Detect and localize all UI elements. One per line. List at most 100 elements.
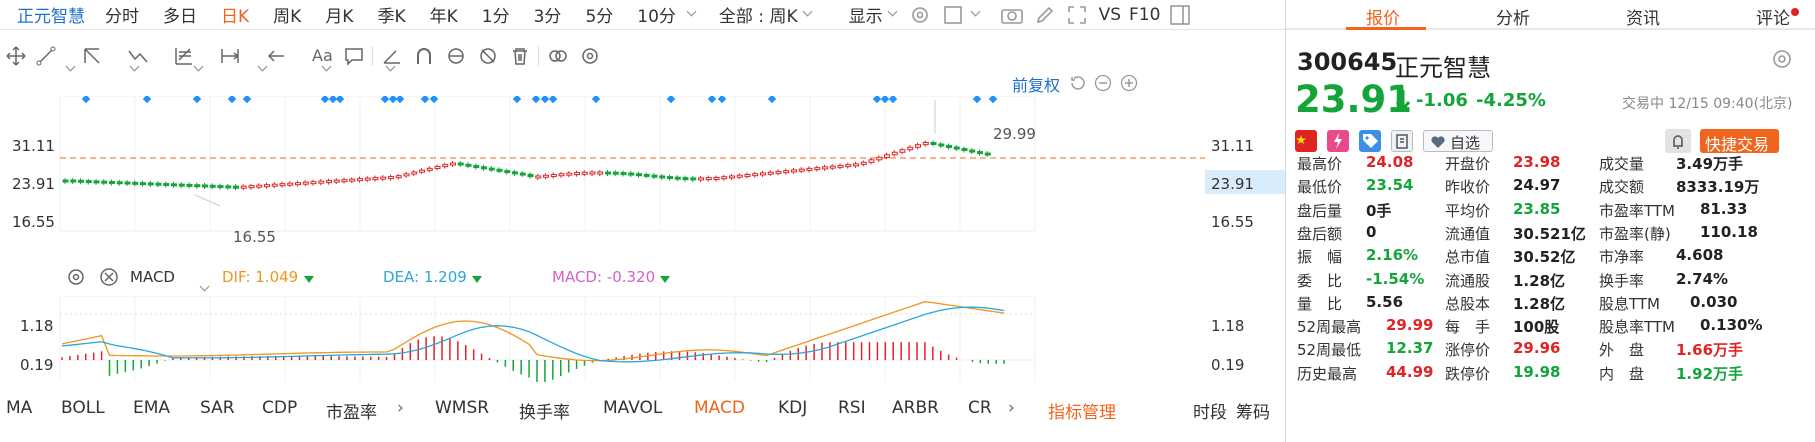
sidebar-toggle-icon[interactable] — [1170, 4, 1191, 25]
pencil-icon[interactable] — [1035, 5, 1055, 25]
candle — [473, 165, 480, 169]
fullscreen-icon[interactable] — [1067, 5, 1087, 25]
stock-name-tab[interactable]: 正元智慧 — [17, 7, 85, 27]
chevron-down-icon[interactable] — [887, 6, 898, 17]
dif-line — [61, 301, 1005, 362]
move-icon[interactable] — [6, 46, 26, 66]
tab-quote[interactable]: 报价 — [1366, 9, 1400, 29]
period-tab[interactable]: 10分 — [637, 7, 676, 27]
period-tab[interactable]: 多日 — [163, 7, 197, 27]
text-tool[interactable]: Aa — [312, 46, 333, 65]
indicator-tab[interactable]: BOLL — [61, 398, 105, 418]
tab-comments[interactable]: 评论 — [1756, 9, 1790, 29]
indicator-tab[interactable]: SAR — [200, 398, 235, 418]
period-tab[interactable]: 3分 — [533, 7, 562, 27]
indicator-manage[interactable]: 指标管理 — [1048, 403, 1116, 423]
chevron-right-icon[interactable]: › — [1008, 398, 1015, 418]
stat-label: 历史最高 — [1297, 364, 1358, 383]
indicator-tab[interactable]: ARBR — [892, 398, 939, 418]
reset-icon[interactable] — [1068, 74, 1086, 92]
indicator-tab[interactable]: EMA — [133, 398, 171, 418]
display-menu[interactable]: 显示 — [848, 7, 883, 27]
period-tab[interactable]: 分时 — [105, 7, 139, 27]
wave-tool-icon[interactable] — [128, 46, 148, 66]
tab-analysis[interactable]: 分析 — [1496, 9, 1530, 29]
indicator-tab[interactable]: MAVOL — [603, 398, 663, 418]
vs-button[interactable]: VS — [1098, 4, 1122, 25]
candle — [636, 173, 642, 177]
channel-tool-icon[interactable] — [82, 46, 102, 66]
angle-tool-icon[interactable] — [382, 46, 402, 66]
event-marker — [512, 96, 522, 104]
line-tool-icon[interactable] — [36, 46, 56, 66]
adjust-mode-button[interactable]: 前复权 — [1012, 76, 1061, 95]
period-segment-tab[interactable]: 时段 — [1193, 403, 1227, 423]
period-tab-active[interactable]: 日K — [221, 7, 250, 27]
period-tab[interactable]: 1分 — [481, 7, 510, 27]
camera-icon[interactable] — [1000, 5, 1023, 25]
kline-chart[interactable] — [0, 96, 1285, 236]
chevron-down-icon[interactable] — [686, 6, 697, 17]
range-tool-icon[interactable] — [220, 46, 240, 66]
hot-icon[interactable] — [1327, 130, 1349, 152]
indicator-tab[interactable]: 换手率 — [519, 403, 570, 423]
stat-value: 23.85 — [1513, 199, 1561, 218]
zoom-out-icon[interactable] — [1094, 74, 1112, 92]
candle — [194, 184, 201, 188]
period-tab[interactable]: 年K — [429, 7, 458, 27]
hide-icon[interactable] — [478, 46, 498, 66]
stat-label: 每 手 — [1445, 318, 1491, 337]
tab-news[interactable]: 资讯 — [1626, 9, 1660, 29]
indicator-tab[interactable]: CDP — [262, 398, 298, 418]
compare-icon[interactable] — [548, 46, 568, 66]
stat-label: 外 盘 — [1599, 341, 1645, 360]
period-tab[interactable]: 季K — [377, 7, 406, 27]
indicator-tab[interactable]: KDJ — [778, 398, 808, 418]
zoom-in-icon[interactable] — [1120, 74, 1138, 92]
candle — [860, 161, 867, 165]
gear-icon[interactable] — [1771, 48, 1793, 70]
arrow-tool-icon[interactable] — [266, 46, 286, 66]
chevron-down-icon[interactable] — [199, 281, 210, 292]
gear-icon[interactable] — [910, 5, 930, 25]
chevron-down-icon[interactable] — [802, 6, 813, 17]
indicator-tab[interactable]: MA — [6, 398, 33, 418]
dea-value: DEA: 1.209 — [383, 268, 467, 286]
period-tab[interactable]: 5分 — [585, 7, 614, 27]
sync-icon[interactable] — [446, 46, 466, 66]
chevron-down-icon[interactable] — [65, 61, 76, 72]
candle — [380, 176, 387, 180]
candle — [256, 184, 263, 188]
comment-icon[interactable] — [344, 46, 364, 66]
macd-chart[interactable] — [0, 296, 1285, 382]
gear-icon[interactable] — [66, 267, 86, 287]
indicator-select[interactable]: 全部 : 周K — [718, 7, 798, 27]
indicator-name[interactable]: MACD — [130, 268, 175, 286]
quick-trade-button[interactable]: 快捷交易 — [1700, 129, 1779, 154]
indicator-tab-active[interactable]: MACD — [694, 398, 745, 418]
chevron-right-icon[interactable]: › — [397, 398, 404, 418]
fib-tool-icon[interactable] — [174, 46, 194, 66]
heart-icon — [1431, 136, 1445, 148]
chip-tab[interactable]: 筹码 — [1236, 403, 1270, 423]
settings-icon[interactable] — [580, 46, 600, 66]
period-tab[interactable]: 月K — [325, 7, 354, 27]
indicator-tab[interactable]: 市盈率 — [326, 403, 377, 423]
chevron-down-icon[interactable] — [193, 61, 204, 72]
bell-icon[interactable] — [1665, 129, 1691, 153]
watchlist-button[interactable]: 自选 — [1423, 130, 1493, 152]
chevron-down-icon[interactable] — [970, 6, 981, 17]
trash-icon[interactable] — [510, 46, 530, 66]
note-icon[interactable] — [1391, 130, 1413, 152]
indicator-tab[interactable]: CR — [968, 398, 992, 418]
f10-button[interactable]: F10 — [1129, 4, 1161, 25]
checkbox-icon[interactable] — [943, 5, 962, 24]
period-tab[interactable]: 周K — [273, 7, 302, 27]
close-icon[interactable] — [99, 267, 119, 287]
indicator-tab[interactable]: WMSR — [435, 398, 490, 418]
tag-icon[interactable] — [1359, 130, 1381, 152]
indicator-tab[interactable]: RSI — [838, 398, 866, 418]
event-marker — [707, 96, 717, 104]
magnet-icon[interactable] — [414, 46, 434, 66]
candle — [326, 180, 332, 184]
